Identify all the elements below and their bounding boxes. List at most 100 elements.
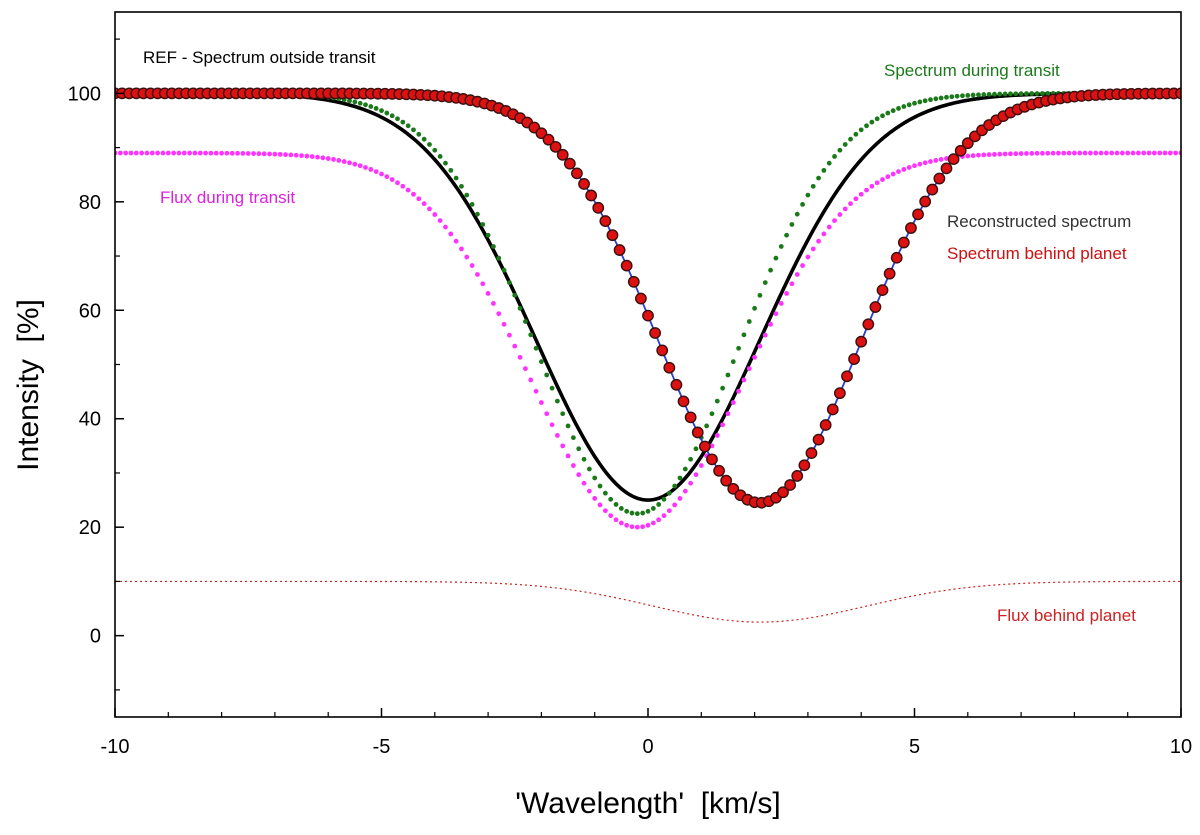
series-point	[1066, 150, 1072, 156]
series-point	[309, 154, 315, 159]
series-point	[357, 100, 363, 106]
series-point	[837, 212, 843, 217]
series-marker	[706, 453, 718, 466]
series-point	[240, 151, 246, 156]
series-marker	[613, 244, 626, 256]
series-point	[986, 152, 992, 158]
series-point	[554, 398, 560, 404]
series-point	[400, 119, 406, 125]
series-marker	[578, 178, 590, 190]
series-marker	[649, 327, 662, 339]
series-point	[848, 136, 853, 142]
series-point	[405, 123, 411, 129]
series-point	[261, 151, 267, 157]
series-point	[1013, 151, 1019, 157]
x-axis-title: 'Wavelength' [km/s]	[515, 787, 780, 820]
series-point	[832, 218, 837, 223]
series-point	[1013, 91, 1019, 97]
x-tick-label: -5	[373, 736, 391, 758]
series-point	[187, 150, 193, 156]
series-point	[1135, 150, 1141, 156]
series-point	[906, 102, 912, 108]
series-point	[629, 510, 635, 516]
series-marker	[919, 195, 932, 208]
series-point	[848, 201, 853, 207]
series-marker	[599, 215, 612, 227]
series-point	[416, 196, 422, 202]
series-marker	[784, 479, 797, 491]
series-marker	[862, 318, 875, 331]
series-point	[592, 496, 598, 501]
series-point	[363, 165, 368, 170]
series-point	[448, 167, 454, 173]
series-point	[805, 192, 811, 198]
series-point	[901, 167, 907, 172]
series-marker	[876, 284, 889, 297]
series-point	[384, 110, 390, 116]
series-point	[128, 150, 134, 156]
series-point	[443, 224, 448, 230]
annotation-ref: REF - Spectrum outside transit	[143, 48, 376, 67]
y-tick-label: 100	[68, 83, 101, 105]
series-point	[539, 359, 544, 365]
series-point	[650, 506, 656, 511]
series-point	[672, 483, 678, 489]
series-marker	[713, 464, 725, 477]
series-point	[992, 151, 997, 157]
series-point	[618, 506, 624, 511]
series-point	[1002, 91, 1008, 97]
series-point	[768, 321, 773, 327]
series-point	[475, 211, 480, 217]
series-point	[539, 400, 544, 405]
series-point	[688, 480, 694, 486]
series-point	[267, 151, 272, 157]
series-point	[800, 263, 805, 268]
series-point	[869, 183, 875, 189]
series-point	[1098, 150, 1104, 156]
series-point	[709, 411, 715, 417]
series-point	[251, 151, 256, 156]
series-point	[1114, 150, 1120, 156]
series-marker	[805, 447, 818, 459]
series-point	[778, 301, 784, 306]
series-point	[133, 150, 139, 156]
series-marker	[542, 133, 555, 146]
series-point	[597, 483, 603, 489]
series-flux-during-transit	[115, 150, 1181, 530]
series-point	[666, 508, 672, 514]
series-point	[379, 171, 384, 177]
series-point	[304, 153, 310, 159]
series-point	[874, 116, 880, 122]
series-point	[1056, 150, 1061, 156]
series-point	[453, 175, 459, 181]
series-point	[464, 192, 470, 198]
series-marker	[961, 137, 974, 150]
series-point	[949, 94, 955, 100]
series-point	[192, 150, 198, 156]
series-point	[496, 255, 502, 261]
series-point	[762, 332, 768, 338]
series-point	[389, 177, 395, 182]
y-tick-label: 40	[79, 409, 101, 431]
series-point	[922, 160, 928, 166]
series-point	[123, 150, 129, 156]
series-point	[645, 508, 651, 514]
series-marker	[656, 344, 669, 357]
series-point	[741, 332, 747, 338]
series-point	[320, 155, 326, 161]
series-marker	[883, 267, 896, 280]
series-point	[560, 411, 566, 417]
series-point	[523, 319, 528, 324]
series-point	[645, 522, 651, 528]
series-point	[730, 359, 736, 365]
series-point	[379, 108, 384, 114]
x-tick-label: 5	[909, 736, 920, 758]
series-point	[869, 119, 875, 125]
series-point	[288, 152, 294, 158]
series-point	[976, 152, 981, 158]
series-marker	[691, 426, 704, 439]
series-point	[523, 366, 528, 372]
series-point	[640, 524, 646, 530]
series-point	[1109, 150, 1115, 156]
series-point	[1072, 150, 1077, 156]
